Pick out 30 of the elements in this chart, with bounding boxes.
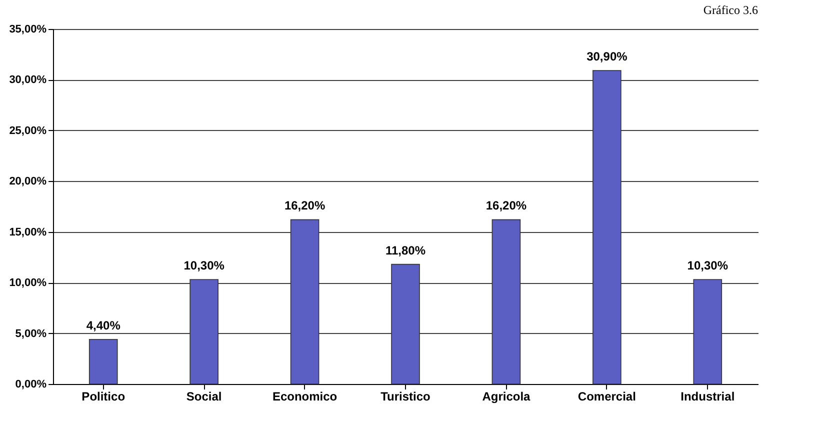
bar [88,338,118,384]
bar [693,279,722,384]
bar [290,219,320,384]
y-tick-label: 20,00% [9,176,47,188]
x-tick-label: Economico [272,390,338,404]
y-tick-label: 5,00% [15,328,47,340]
bar [190,279,218,384]
y-tick-label: 10,00% [9,277,47,290]
x-tick-label: Industrial [680,390,735,404]
data-label: 16,20% [284,198,326,213]
data-label: 11,80% [385,243,426,258]
bar [592,70,622,384]
y-tick-label: 35,00% [9,24,47,36]
x-tick-label: Politico [82,390,126,404]
bar [391,264,420,384]
x-tick-label: Turistico [380,390,430,404]
bar [492,219,521,384]
x-tick-label: Social [186,390,222,404]
x-tick-label: Agricola [482,390,531,404]
data-label: 30,90% [586,50,628,64]
y-tick-label: 0,00% [15,378,47,390]
y-tick-label: 25,00% [9,124,47,137]
data-label: 4,40% [86,318,121,332]
chart-title: Gráfico 3.6 [703,3,758,17]
data-label: 10,30% [687,258,728,273]
x-tick-label: Comercial [578,390,636,404]
data-label: 10,30% [184,258,225,273]
y-tick-label: 15,00% [9,226,47,238]
y-tick-label: 30,00% [9,74,47,86]
data-label: 16,20% [486,198,527,213]
